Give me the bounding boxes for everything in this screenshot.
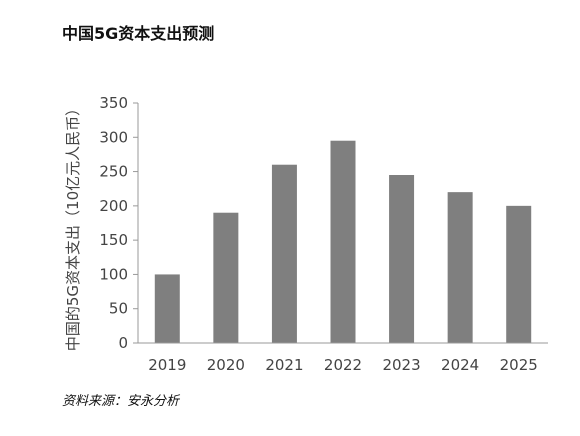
bar-2021 [271,164,297,343]
chart-title: 中国5G资本支出预测 [62,24,215,43]
bar-2025 [506,205,532,343]
y-tick-label: 350 [99,94,128,112]
y-tick-label: 0 [118,334,128,352]
y-axis-ticks: 0 50 100 150 200 250 300 350 [99,94,138,352]
x-tick-label: 2020 [207,356,245,374]
x-tick-label: 2023 [382,356,420,374]
bars [154,140,532,343]
x-axis-ticks: 2019 2020 2021 2022 2023 2024 2025 [148,356,538,374]
bar-2020 [213,212,239,343]
x-tick-label: 2021 [265,356,303,374]
x-tick-label: 2024 [441,356,479,374]
y-tick-label: 250 [99,163,128,181]
y-tick-label: 300 [99,128,128,146]
y-tick-label: 50 [109,300,128,318]
y-tick-label: 100 [99,265,128,283]
bar-2023 [389,175,415,343]
source-note: 资料来源：安永分析 [62,394,180,409]
y-tick-label: 150 [99,231,128,249]
y-axis-label: 中国的5G资本支出（10亿元人民币） [64,101,82,351]
x-tick-label: 2022 [324,356,362,374]
x-tick-label: 2019 [148,356,186,374]
x-tick-label: 2025 [500,356,538,374]
bar-2024 [447,192,473,343]
bar-2022 [330,140,356,343]
y-tick-label: 200 [99,197,128,215]
bar-2019 [154,274,180,343]
